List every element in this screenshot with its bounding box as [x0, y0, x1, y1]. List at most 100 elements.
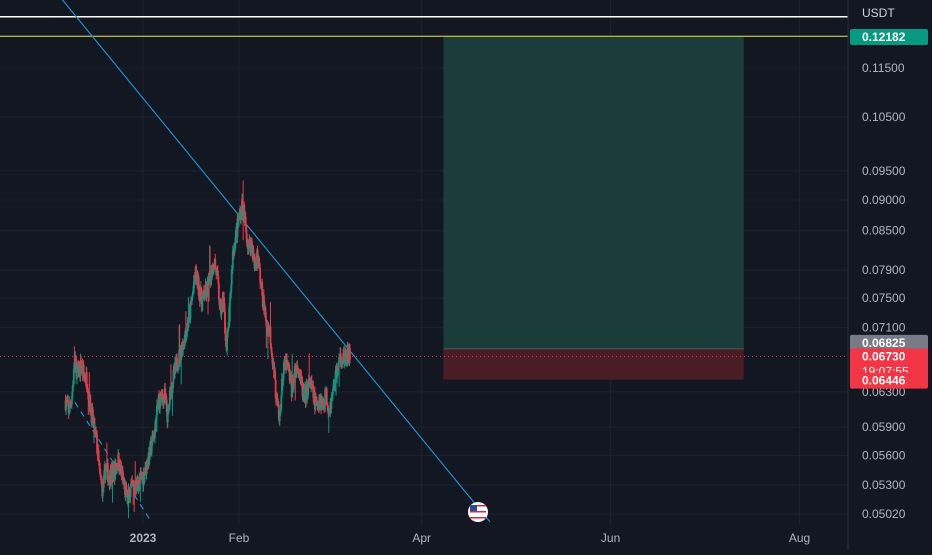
candle	[153, 428, 156, 438]
candle	[86, 388, 89, 394]
candle	[108, 477, 110, 480]
candle	[92, 410, 94, 424]
candle	[94, 428, 97, 430]
candle	[89, 394, 92, 414]
candle	[237, 220, 240, 225]
candle	[338, 357, 341, 362]
candle	[199, 296, 202, 302]
trendlines[interactable]	[25, 0, 491, 523]
candle	[224, 312, 226, 328]
candle	[341, 363, 344, 365]
candle	[72, 384, 75, 386]
loss-zone[interactable]	[443, 348, 744, 380]
candle	[212, 268, 215, 273]
candle	[121, 471, 124, 480]
candle	[201, 295, 204, 299]
candle	[307, 383, 310, 396]
price-tag-take-profit[interactable]	[850, 29, 928, 46]
candle	[160, 395, 162, 403]
candle	[180, 351, 183, 361]
candle	[271, 356, 274, 365]
candle	[112, 465, 114, 469]
candle	[71, 385, 74, 392]
candle	[166, 410, 169, 423]
candle	[288, 364, 290, 369]
candle	[226, 337, 229, 351]
candle	[168, 390, 171, 406]
candle	[119, 460, 122, 471]
candle	[289, 376, 291, 381]
flag-stripe	[470, 511, 486, 513]
candle	[214, 258, 217, 269]
y-tick-label: 0.07900	[862, 263, 906, 277]
y-tick-label: 0.07100	[862, 321, 906, 335]
candle	[231, 268, 234, 270]
candle	[242, 207, 245, 217]
candle	[343, 359, 346, 364]
x-tick-label: 2023	[130, 531, 157, 545]
candle	[98, 465, 101, 470]
candle	[276, 398, 279, 405]
candle	[184, 334, 187, 336]
candle	[105, 466, 108, 468]
candle	[349, 348, 351, 360]
candle	[290, 374, 293, 383]
candle	[97, 450, 100, 461]
candle	[84, 377, 87, 382]
economic-events[interactable]	[468, 502, 488, 522]
candle	[221, 300, 223, 311]
candle	[327, 411, 330, 414]
candle	[69, 401, 72, 404]
candle	[312, 386, 315, 399]
candle	[83, 373, 86, 378]
price-tag-entry[interactable]	[850, 334, 928, 351]
candle	[331, 396, 333, 399]
price-axis[interactable]: USDT 0.11500 0.10500 0.09500 0.09000 0.08500 0…	[847, 0, 932, 550]
price-tag-last-price[interactable]	[850, 348, 928, 381]
candle	[306, 395, 309, 399]
candle	[189, 301, 192, 319]
candle	[167, 408, 170, 411]
candle	[240, 207, 242, 221]
candle	[65, 401, 67, 411]
candle	[279, 409, 282, 412]
candle	[203, 294, 206, 300]
candle	[247, 240, 250, 248]
price-tag-stop-loss[interactable]	[850, 372, 928, 389]
candle	[297, 370, 300, 372]
long-position-tool[interactable]	[443, 37, 744, 380]
trendline[interactable]	[25, 0, 491, 523]
candle	[98, 460, 101, 466]
dashed-trendline[interactable]	[74, 401, 150, 519]
candle	[292, 377, 295, 390]
candle	[234, 237, 237, 249]
candle	[155, 415, 158, 432]
candle	[188, 312, 190, 323]
candle	[332, 384, 335, 389]
candle	[127, 496, 129, 504]
candle	[167, 406, 170, 409]
candle	[100, 480, 103, 483]
candle	[269, 326, 272, 344]
candle	[198, 291, 201, 302]
candle	[300, 370, 302, 376]
price-tag-label: 0.12182	[862, 30, 906, 44]
candle	[87, 393, 90, 395]
candle	[308, 379, 311, 381]
horizontal-lines[interactable]	[0, 15, 848, 37]
candle	[114, 463, 117, 480]
candle	[252, 248, 255, 259]
candle	[200, 287, 203, 302]
candle	[267, 328, 269, 335]
time-axis[interactable]: 2023 Feb Apr Jun Aug	[0, 525, 932, 550]
candle	[91, 407, 93, 423]
candle	[302, 388, 304, 397]
profit-zone[interactable]	[443, 37, 744, 349]
candle	[238, 214, 240, 221]
candle	[168, 405, 171, 407]
candle	[275, 393, 278, 404]
candle	[76, 367, 78, 379]
candle	[247, 247, 250, 249]
candle	[268, 325, 270, 335]
